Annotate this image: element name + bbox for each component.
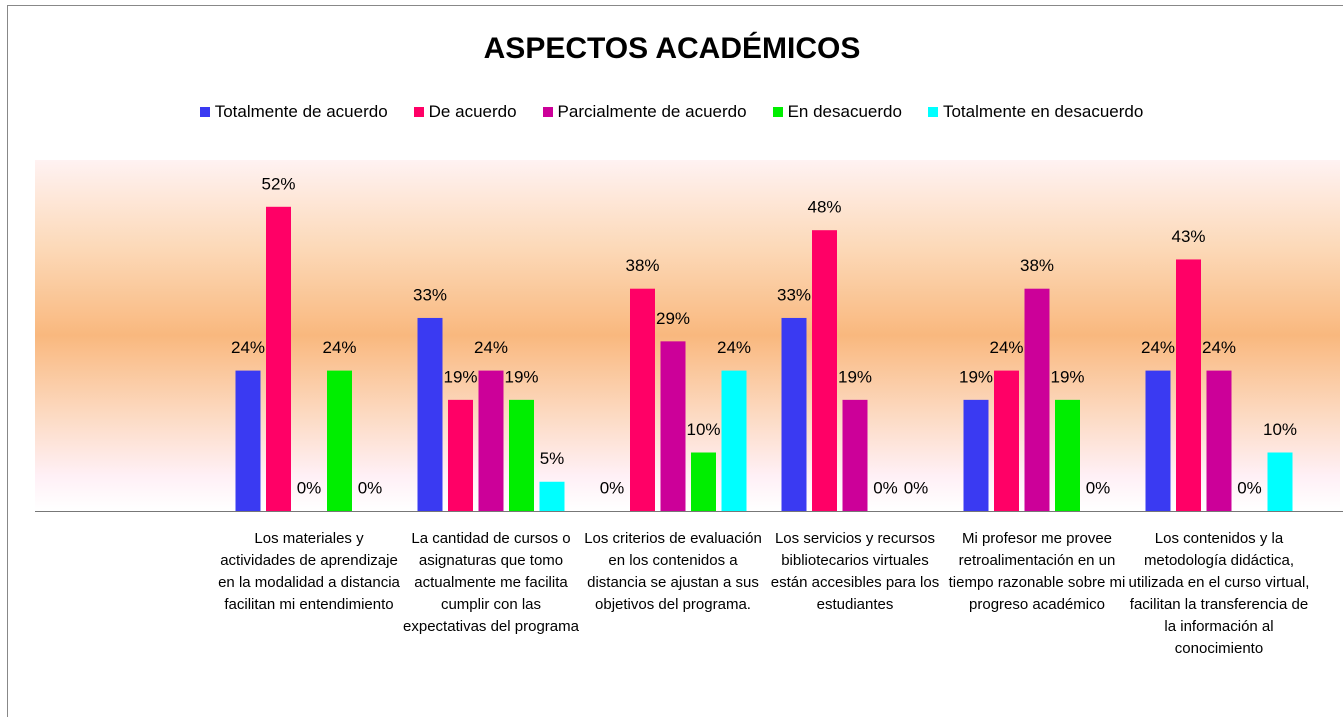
bar (509, 399, 534, 511)
bar (812, 230, 837, 511)
legend-item: De acuerdo (413, 102, 517, 122)
bar (963, 399, 989, 511)
bar (235, 370, 261, 511)
bar (1145, 370, 1171, 511)
value-label: 0% (1086, 478, 1111, 497)
legend-swatch (927, 107, 938, 117)
bar (1206, 370, 1232, 511)
x-tick-label: Los contenidos y la metodología didáctic… (1128, 530, 1310, 657)
value-label: 33% (777, 285, 811, 304)
value-label: 19% (504, 367, 538, 386)
value-label: 24% (717, 338, 751, 357)
bar (1024, 288, 1050, 511)
value-label: 52% (261, 174, 295, 193)
value-label: 19% (1050, 367, 1084, 386)
bar (691, 452, 716, 511)
legend-item: Totalmente en desacuerdo (927, 102, 1144, 122)
bar (781, 317, 807, 511)
x-tick-label: Los servicios y recursos bibliotecarios … (770, 530, 940, 613)
value-label: 5% (540, 449, 565, 468)
value-label: 24% (322, 338, 356, 357)
bar (660, 341, 686, 511)
value-label: 38% (1020, 256, 1054, 275)
bar (417, 317, 443, 511)
x-tick-label: La cantidad de cursos o asignaturas que … (403, 530, 579, 635)
value-label: 29% (656, 309, 690, 328)
legend-label: Totalmente en desacuerdo (942, 102, 1144, 121)
bar (842, 399, 868, 511)
bar (1176, 259, 1201, 511)
legend-label: Totalmente de acuerdo (214, 102, 388, 121)
legend-swatch (199, 107, 210, 117)
legend-item: Totalmente de acuerdo (199, 102, 388, 122)
value-label: 0% (600, 478, 625, 497)
chart-title: ASPECTOS ACADÉMICOS (484, 31, 861, 65)
bar (327, 370, 352, 511)
x-tick-label: Mi profesor me provee retroalimentación … (948, 530, 1126, 613)
bar (448, 399, 473, 511)
legend-item: En desacuerdo (772, 102, 902, 122)
value-label: 24% (231, 338, 265, 357)
legend-label: En desacuerdo (787, 102, 902, 121)
value-label: 0% (873, 478, 898, 497)
value-label: 0% (297, 478, 322, 497)
value-label: 24% (474, 338, 508, 357)
legend-swatch (542, 107, 553, 117)
legend-label: De acuerdo (428, 102, 517, 121)
plot-area (35, 160, 1340, 511)
value-label: 19% (838, 367, 872, 386)
bar (539, 481, 565, 511)
bar (478, 370, 504, 511)
bar (266, 206, 291, 512)
value-label: 33% (413, 285, 447, 304)
value-label: 19% (443, 367, 477, 386)
x-tick-label: Los materiales y actividades de aprendiz… (218, 530, 400, 613)
value-label: 0% (358, 478, 383, 497)
bar (721, 370, 747, 511)
value-label: 43% (1171, 227, 1205, 246)
value-label: 24% (1202, 338, 1236, 357)
legend-label: Parcialmente de acuerdo (557, 102, 747, 121)
bar (630, 288, 655, 511)
legend-swatch (772, 107, 783, 117)
legend: Totalmente de acuerdo De acuerdo Parcialme… (0, 102, 1343, 122)
value-label: 48% (807, 198, 841, 217)
bar (1055, 399, 1080, 511)
value-label: 0% (1237, 478, 1262, 497)
value-label: 10% (686, 420, 720, 439)
value-label: 24% (1141, 338, 1175, 357)
value-label: 38% (625, 256, 659, 275)
legend-item: Parcialmente de acuerdo (542, 102, 747, 122)
x-tick-label: Los criterios de evaluación en los conte… (584, 530, 762, 613)
value-label: 10% (1263, 420, 1297, 439)
value-label: 24% (989, 338, 1023, 357)
legend-swatch (413, 107, 424, 117)
value-label: 0% (904, 478, 929, 497)
bar (994, 370, 1019, 511)
value-label: 19% (959, 367, 993, 386)
bar (1267, 452, 1293, 511)
